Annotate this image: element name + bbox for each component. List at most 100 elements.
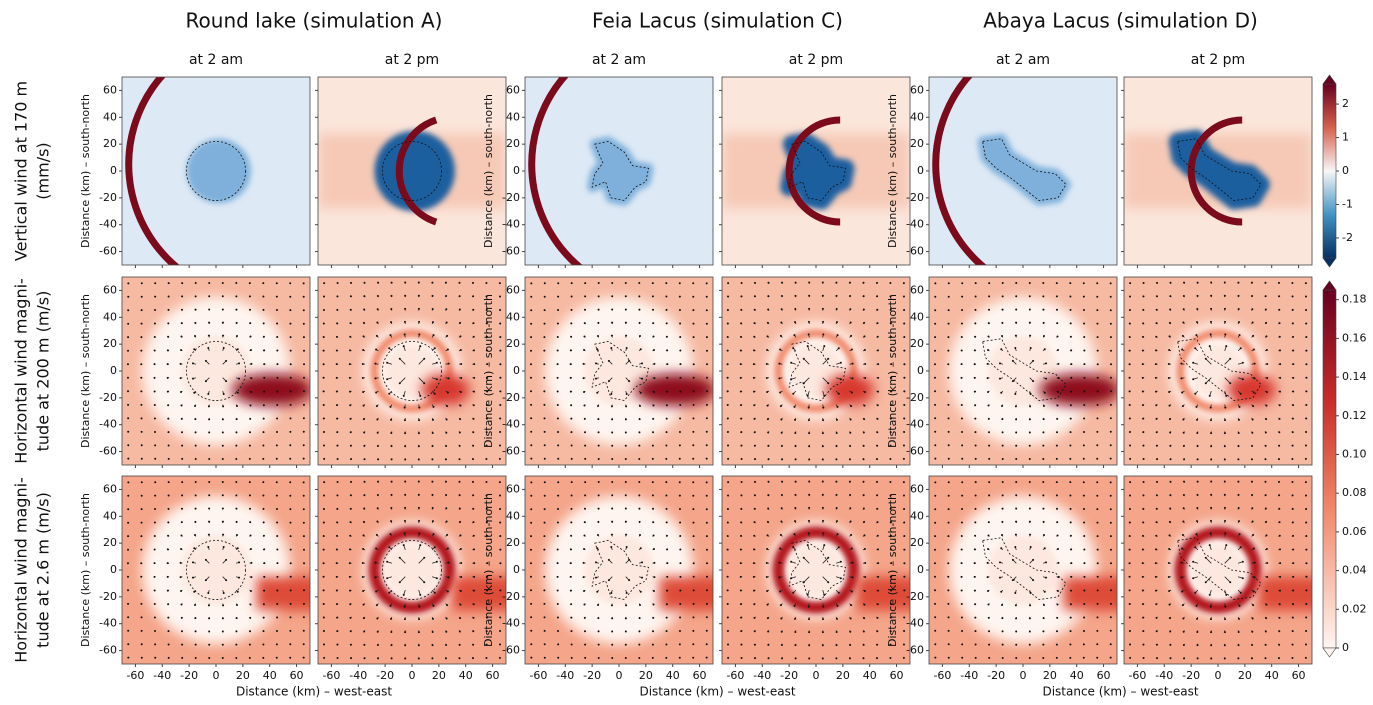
arrow-head xyxy=(303,309,305,311)
arrow-head xyxy=(323,444,325,446)
arrow-head xyxy=(141,323,143,325)
arrow-head xyxy=(557,562,559,564)
arrow-head xyxy=(1224,432,1226,434)
arrow-head xyxy=(445,494,447,496)
arrow-head xyxy=(1045,561,1047,563)
arrow-head xyxy=(323,350,325,352)
arrow-head xyxy=(794,445,796,447)
arrow-head xyxy=(611,630,613,632)
arrow-head xyxy=(388,393,390,395)
arrow-head xyxy=(140,603,142,605)
arrow-head xyxy=(140,336,142,338)
arrow-head xyxy=(570,576,572,578)
arrow-head xyxy=(1278,309,1280,311)
arrow-head xyxy=(766,349,768,351)
arrow-head xyxy=(238,561,240,563)
arrow-head xyxy=(127,657,129,659)
arrow-head xyxy=(350,657,352,659)
arrow-head xyxy=(473,590,475,592)
arrow-head xyxy=(1142,377,1144,379)
arrow-head xyxy=(665,495,667,497)
arrow-head xyxy=(290,603,292,605)
arrow-head xyxy=(290,576,292,578)
arrow-head xyxy=(903,444,905,446)
arrow-head xyxy=(303,522,305,524)
arrow-head xyxy=(975,296,977,298)
arrow-head xyxy=(679,296,681,298)
arrow-head xyxy=(961,589,963,591)
arrow-head xyxy=(263,363,265,365)
arrow-head xyxy=(377,481,379,483)
arrow-head xyxy=(1030,347,1032,349)
arrow-head xyxy=(793,334,795,336)
arrow-head xyxy=(557,296,559,298)
arrow-head xyxy=(961,521,963,523)
arrow-head xyxy=(1096,417,1098,419)
arrow-head xyxy=(363,432,365,434)
arrow-head xyxy=(988,481,990,483)
arrow-head xyxy=(766,363,768,365)
arrow-head xyxy=(1129,336,1131,338)
arrow-head xyxy=(1056,481,1058,483)
arrow-head xyxy=(195,445,197,447)
arrow-head xyxy=(1156,508,1158,510)
x-tick-label: -60 xyxy=(726,669,744,682)
arrow-head xyxy=(336,336,338,338)
arrow-head xyxy=(289,296,291,298)
y-tick-label: -40 xyxy=(99,218,117,231)
arrow-head xyxy=(208,282,210,284)
arrow-head xyxy=(1029,494,1031,496)
arrow-head xyxy=(779,591,781,593)
arrow-head xyxy=(597,335,599,337)
y-tick-label: 20 xyxy=(103,536,117,549)
y-tick-label: 60 xyxy=(103,83,117,96)
lake-signal xyxy=(374,131,455,212)
arrow-head xyxy=(418,494,420,496)
arrow-head xyxy=(851,392,853,394)
arrow-head xyxy=(473,322,475,324)
arrow-head xyxy=(961,322,963,324)
arrow-head xyxy=(1240,393,1242,395)
arrow-head xyxy=(544,657,546,659)
arrow-head xyxy=(180,349,182,351)
arrow-head xyxy=(808,282,810,284)
arrow-head xyxy=(350,494,352,496)
arrow-head xyxy=(835,282,837,284)
arrow-head xyxy=(1110,576,1112,578)
arrow-head xyxy=(303,377,305,379)
arrow-head xyxy=(403,345,405,347)
arrow-head xyxy=(1224,458,1226,460)
arrow-head xyxy=(205,360,207,362)
arrow-head xyxy=(610,393,612,395)
arrow-head xyxy=(974,535,976,537)
arrow-head xyxy=(1210,321,1212,323)
arrow-head xyxy=(1029,481,1031,483)
arrow-head xyxy=(141,431,143,433)
arrow-head xyxy=(1042,481,1044,483)
arrow-head xyxy=(1143,282,1145,284)
arrow-head xyxy=(127,576,129,578)
arrow-head xyxy=(154,322,156,324)
arrow-head xyxy=(706,377,708,379)
arrow-head xyxy=(154,350,156,352)
arrow-head xyxy=(262,282,264,284)
arrow-head xyxy=(611,431,613,433)
arrow-head xyxy=(1000,348,1002,350)
arrow-head xyxy=(195,481,197,483)
arrow-head xyxy=(1238,445,1240,447)
arrow-head xyxy=(303,431,305,433)
arrow-head xyxy=(349,562,351,564)
arrow-head xyxy=(1252,322,1254,324)
arrow-head xyxy=(460,548,462,550)
arrow-head xyxy=(693,549,695,551)
arrow-head xyxy=(934,495,936,497)
arrow-head xyxy=(1305,350,1307,352)
arrow-head xyxy=(141,458,143,460)
arrow-head xyxy=(1097,390,1099,392)
arrow-head xyxy=(544,444,546,446)
arrow-head xyxy=(808,407,810,409)
arrow-head xyxy=(876,630,878,632)
arrow-head xyxy=(418,321,420,323)
arrow-head xyxy=(1142,521,1144,523)
arrow-head xyxy=(222,521,224,523)
